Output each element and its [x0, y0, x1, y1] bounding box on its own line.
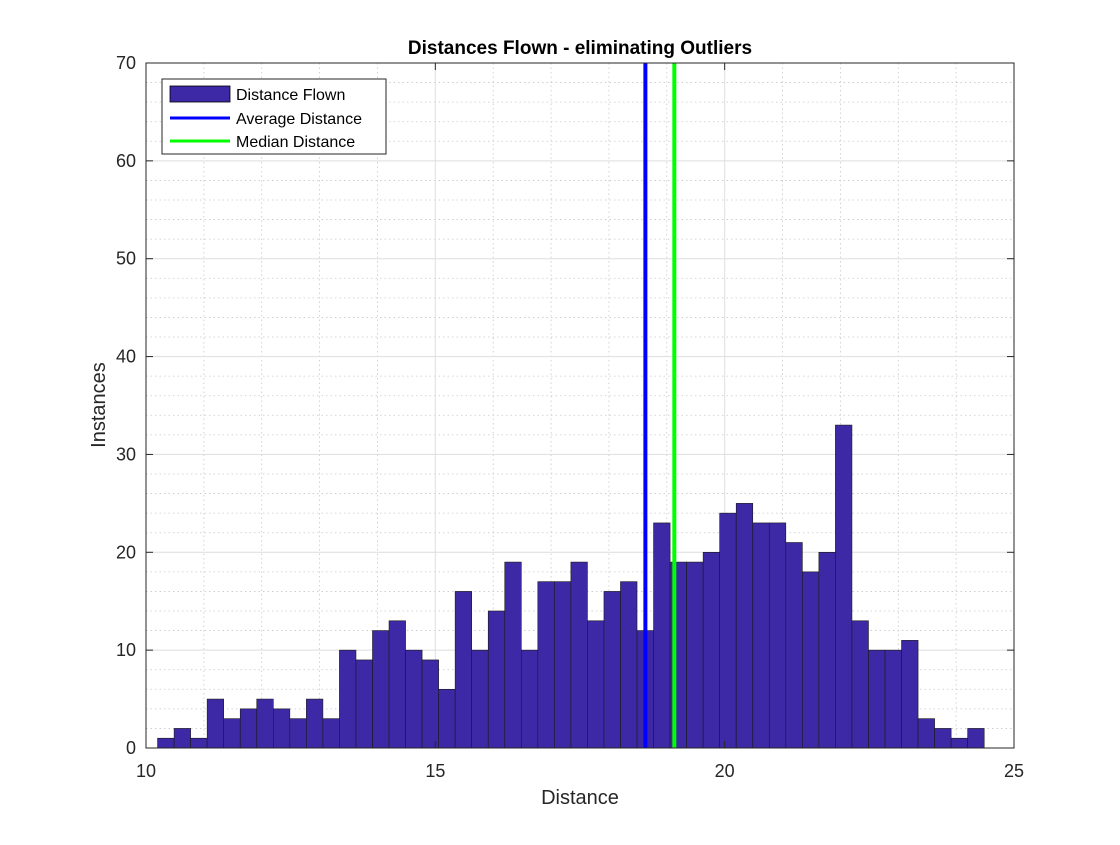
legend-swatch-histogram — [169, 85, 231, 103]
histogram-bar — [157, 737, 175, 749]
histogram-bar — [868, 649, 886, 749]
y-tick-label: 20 — [116, 542, 136, 562]
histogram-bar — [835, 424, 853, 749]
histogram-bar — [719, 512, 737, 749]
histogram-bar — [950, 737, 968, 749]
x-tick-label: 10 — [136, 761, 156, 781]
histogram-bar — [289, 718, 307, 749]
histogram-bar — [190, 737, 208, 749]
histogram-bar — [901, 640, 919, 749]
histogram-bar — [653, 522, 671, 749]
histogram-bar — [372, 630, 390, 749]
y-tick-label: 40 — [116, 347, 136, 367]
histogram-bar — [339, 649, 357, 749]
x-tick-label: 15 — [425, 761, 445, 781]
y-tick-label: 10 — [116, 640, 136, 660]
histogram-bar — [752, 522, 770, 749]
chart-title: Distances Flown - eliminating Outliers — [408, 38, 752, 59]
minor-grid — [146, 63, 1014, 748]
y-tick-label: 30 — [116, 444, 136, 464]
histogram-bar — [306, 698, 324, 749]
histogram-bar — [173, 728, 191, 749]
histogram-bar — [802, 571, 820, 749]
histogram-bar — [537, 581, 555, 749]
legend: Distance Flown Average Distance Median D… — [161, 78, 387, 155]
histogram-bar — [735, 503, 754, 749]
histogram-bar — [520, 649, 539, 749]
legend-label-median-distance: Median Distance — [236, 134, 355, 151]
histogram-bar — [934, 728, 952, 749]
y-tick-label: 0 — [126, 738, 136, 758]
histogram-bar — [438, 688, 456, 749]
histogram-bar — [471, 649, 489, 749]
histogram-bar — [256, 698, 274, 749]
histogram-bar — [587, 620, 605, 749]
histogram-bar — [917, 718, 935, 749]
histogram-bar — [405, 649, 423, 749]
histogram-bar — [421, 659, 439, 749]
legend-label-distance-flown: Distance Flown — [236, 87, 345, 104]
y-tick-label: 50 — [116, 249, 136, 269]
histogram-bar — [239, 708, 258, 749]
histogram-bar — [570, 561, 588, 749]
plot-frame — [145, 62, 1015, 749]
histogram-bar — [355, 659, 373, 749]
histogram-bar — [818, 551, 836, 749]
x-tick-label: 20 — [715, 761, 735, 781]
histogram-bar — [322, 718, 340, 749]
histogram-bar — [967, 728, 985, 749]
histogram-bar — [273, 708, 291, 749]
reference-lines — [643, 63, 677, 748]
histogram-bar — [388, 620, 406, 749]
histogram-bar — [851, 620, 869, 749]
histogram-bar — [785, 542, 803, 749]
histogram-bar — [603, 591, 621, 749]
y-tick-label: 70 — [116, 53, 136, 73]
histogram-bar — [554, 581, 572, 749]
histogram-bar — [702, 551, 720, 749]
histogram-bar — [686, 561, 704, 749]
y-axis-label: Instances — [88, 362, 110, 448]
histogram-bar — [487, 610, 506, 749]
histogram-bar — [884, 649, 902, 749]
histogram-bar — [620, 581, 638, 749]
histogram-bar — [223, 718, 241, 749]
histogram-bar — [454, 591, 472, 749]
legend-label-average-distance: Average Distance — [236, 111, 362, 128]
x-tick-label: 25 — [1004, 761, 1024, 781]
histogram-bar — [504, 561, 522, 749]
histogram-bar — [768, 522, 787, 749]
histogram-bar — [206, 698, 225, 749]
y-tick-label: 60 — [116, 151, 136, 171]
axis-ticks — [145, 62, 1015, 749]
x-axis-label: Distance — [541, 787, 619, 809]
